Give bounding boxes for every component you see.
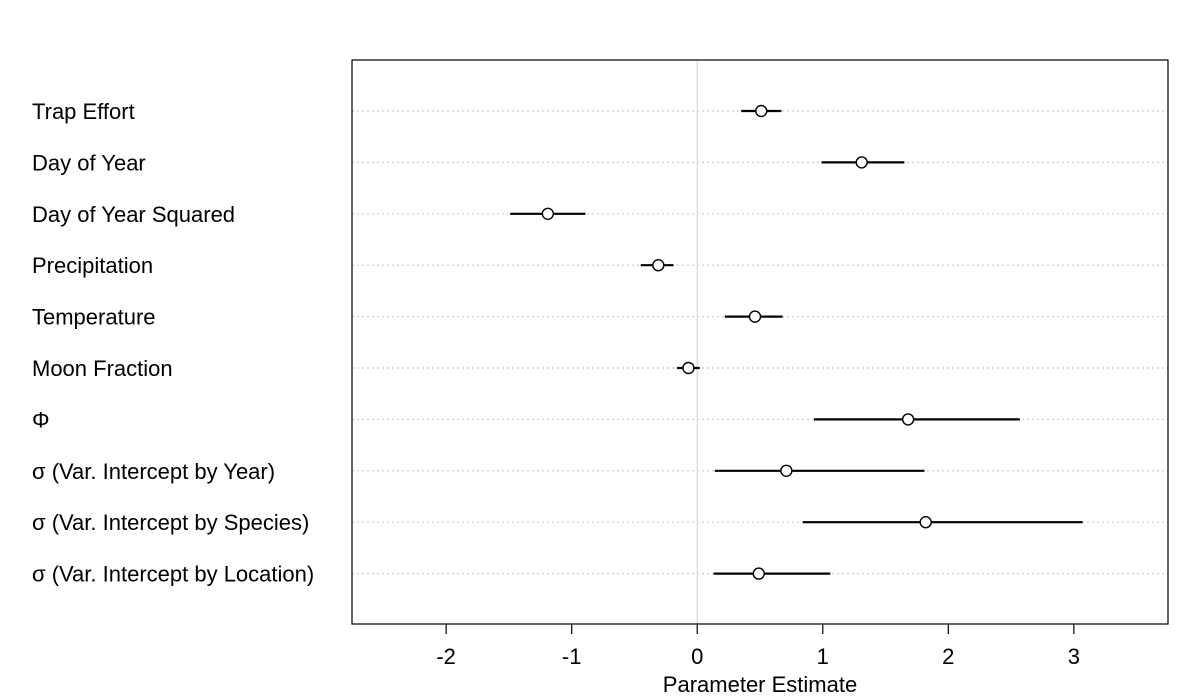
estimate-point: [752, 567, 765, 580]
row-gridlines: [352, 110, 1168, 575]
x-tick-label: 1: [817, 644, 829, 669]
parameter-label: σ (Var. Intercept by Year): [32, 459, 275, 484]
estimate-point: [541, 207, 555, 221]
interval-lines: [510, 109, 1083, 575]
estimate-point: [652, 259, 665, 272]
estimate-points: [541, 104, 932, 580]
estimate-point: [919, 516, 932, 529]
x-tick-label: 3: [1068, 644, 1080, 669]
estimate-point: [755, 104, 768, 118]
x-axis-ticks: [445, 624, 1075, 634]
x-tick-label: -1: [562, 644, 582, 669]
estimate-point: [682, 361, 695, 375]
parameter-label: Temperature: [32, 305, 156, 330]
parameter-label: Day of Year: [32, 150, 146, 175]
x-axis-tick-labels: -2 -1 0 1 2 3: [436, 644, 1080, 669]
x-tick-label: 2: [942, 644, 954, 669]
parameter-label: Moon Fraction: [32, 356, 173, 381]
parameter-label: Day of Year Squared: [32, 202, 235, 227]
parameter-label: σ (Var. Intercept by Location): [32, 562, 314, 587]
x-axis-title: Parameter Estimate: [663, 672, 857, 697]
estimate-point: [780, 464, 793, 477]
plot-frame: [351, 59, 1169, 625]
parameter-label: Precipitation: [32, 253, 153, 278]
parameter-label: σ (Var. Intercept by Species): [32, 510, 309, 535]
parameter-labels: Trap Effort Day of Year Day of Year Square…: [32, 99, 314, 587]
estimate-point: [901, 413, 915, 426]
parameter-label: Φ: [32, 407, 50, 432]
parameter-label: Trap Effort: [32, 99, 135, 124]
estimate-point: [855, 156, 868, 169]
estimate-point: [748, 310, 762, 323]
x-tick-label: 0: [691, 644, 703, 669]
x-tick-label: -2: [436, 644, 456, 669]
